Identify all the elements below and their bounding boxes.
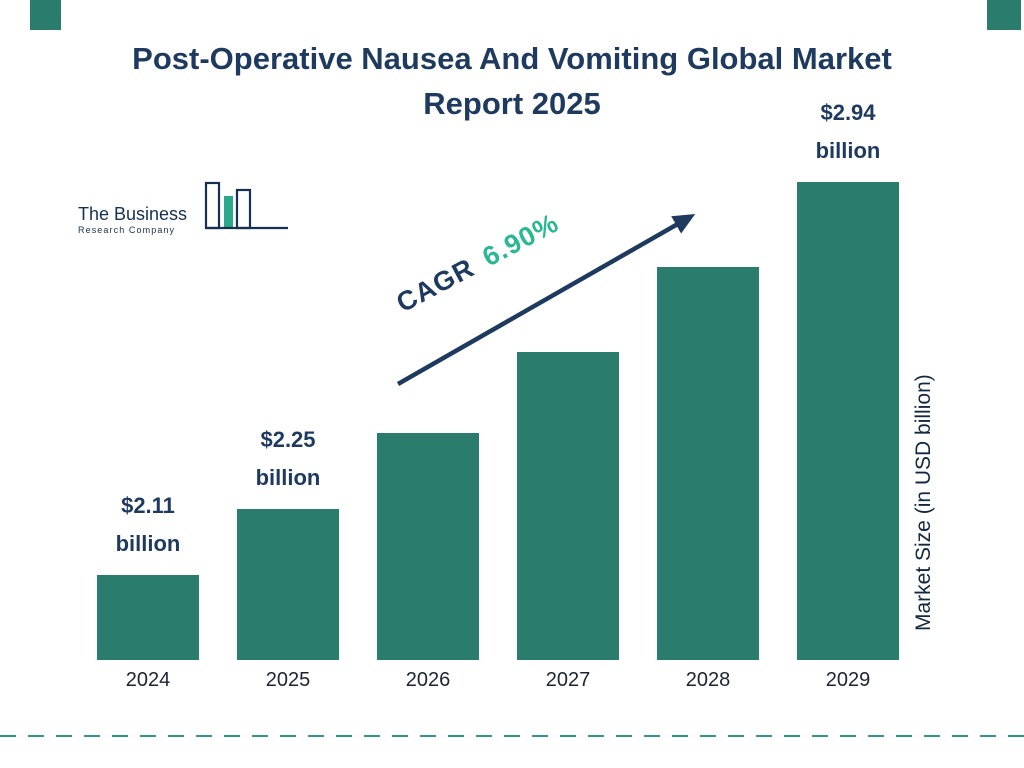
bar-group-2026: 2026	[358, 100, 498, 691]
x-tick-2029: 2029	[825, 669, 871, 691]
value-label-2025: $2.25 billion	[255, 427, 321, 490]
bar-group-2025: $2.25 billion 2025	[218, 100, 358, 691]
bar-group-2029: $2.94 billion 2029	[778, 100, 918, 691]
x-tick-2024: 2024	[125, 669, 171, 691]
company-logo-text: The Business Research Company	[78, 204, 187, 235]
y-axis-label: Market Size (in USD billion)	[912, 374, 935, 632]
value-label-2024: $2.11 billion	[115, 493, 181, 556]
bar-chart: $2.11 billion 2024 $2.25 billion 2025 2026 2027…	[78, 100, 918, 691]
x-tick-2026: 2026	[405, 669, 451, 691]
logo-chart-icon	[204, 181, 288, 230]
bar-group-2027: 2027	[498, 100, 638, 691]
logo-subname-line: Research Company	[78, 225, 176, 235]
bottom-dashed-rule	[0, 735, 1024, 737]
chart-title: Post-Operative Nausea And Vomiting Globa…	[132, 41, 892, 121]
value-label-2029: $2.94 billion	[815, 100, 881, 163]
bar-2026	[377, 433, 479, 660]
x-tick-2028: 2028	[685, 669, 731, 691]
bar-2028	[657, 267, 759, 660]
bar-2027	[517, 352, 619, 660]
bar-2029	[797, 182, 899, 660]
logo-name-line: The Business	[78, 204, 188, 224]
x-tick-2025: 2025	[265, 669, 311, 691]
company-logo: The Business Research Company	[78, 181, 290, 245]
decor-square-top-left	[30, 0, 61, 30]
bar-2025	[237, 509, 339, 660]
bar-2024	[97, 575, 199, 660]
decor-square-top-right	[987, 0, 1021, 30]
bar-group-2024: $2.11 billion 2024	[78, 100, 218, 691]
bar-group-2028: 2028	[638, 100, 778, 691]
x-tick-2027: 2027	[545, 669, 591, 691]
